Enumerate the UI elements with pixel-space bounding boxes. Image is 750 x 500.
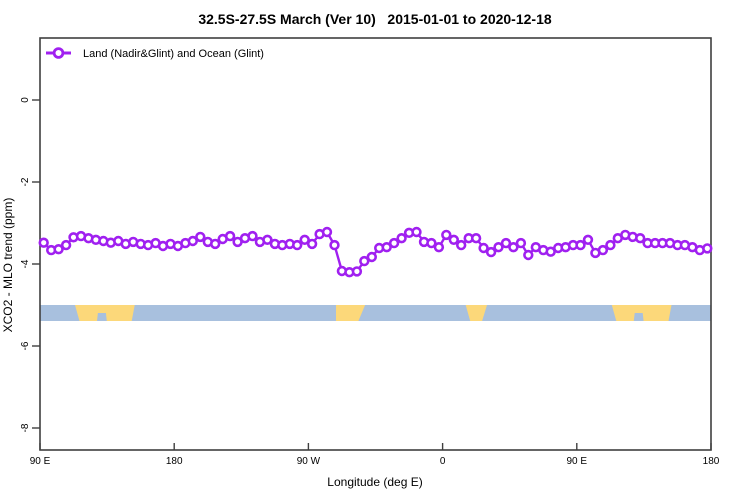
land-patch-australia-repeat: [611, 305, 672, 321]
data-point-marker: [396, 233, 407, 244]
x-tick-label: 0: [440, 456, 446, 467]
data-point-marker: [359, 255, 370, 267]
data-point-marker: [53, 244, 64, 255]
series-line: [42, 230, 708, 274]
data-point-marker: [262, 234, 273, 246]
data-point-marker: [426, 237, 437, 249]
data-point-marker: [441, 229, 452, 241]
data-point-marker: [321, 226, 333, 238]
data-point-marker: [292, 239, 303, 251]
data-point-marker: [247, 230, 258, 242]
data-point-marker: [448, 234, 459, 246]
series-land-ocean: [38, 226, 713, 278]
axis-ticks: 90 E 180 90 W 0 90 E 180 0 -2 -4 -6 -8: [20, 97, 720, 467]
land-ocean-band: [40, 305, 711, 321]
data-point-marker: [702, 243, 713, 254]
data-point-marker: [306, 238, 318, 250]
data-point-marker: [597, 244, 609, 256]
land-patch-australia: [75, 305, 135, 321]
x-tick-label: 180: [703, 456, 720, 467]
land-patch-southern-africa: [465, 305, 487, 321]
x-tick-label: 90 E: [567, 456, 588, 467]
y-tick-label: 0: [20, 97, 31, 103]
data-point-marker: [582, 234, 594, 246]
data-point-marker: [38, 237, 49, 248]
data-point-marker: [381, 242, 392, 253]
data-point-marker: [605, 239, 616, 251]
data-point-marker: [366, 251, 377, 263]
x-tick-label: 90 W: [297, 456, 321, 467]
x-axis-label: Longitude (deg E): [327, 475, 423, 489]
land-patch-south-america: [336, 305, 366, 321]
data-point-marker: [329, 239, 340, 251]
y-tick-label: -2: [20, 177, 31, 186]
data-point-marker: [195, 231, 206, 243]
data-point-marker: [500, 237, 512, 249]
data-point-marker: [433, 242, 445, 253]
data-point-marker: [456, 239, 467, 251]
data-point-marker: [60, 239, 72, 251]
ocean-strip: [40, 305, 711, 321]
data-point-marker: [470, 233, 482, 244]
data-point-marker: [523, 249, 534, 261]
y-tick-label: -8: [20, 423, 31, 432]
data-point-marker: [299, 234, 310, 246]
data-point-marker: [388, 237, 400, 249]
y-tick-label: -4: [20, 259, 31, 268]
chart-title: 32.5S-27.5S March (Ver 10) 2015-01-01 to…: [198, 11, 552, 27]
legend-marker-icon: [52, 47, 65, 59]
data-point-marker: [411, 226, 422, 238]
data-point-marker: [485, 246, 497, 258]
x-tick-label: 180: [166, 456, 183, 467]
data-point-marker: [224, 230, 236, 242]
legend: Land (Nadir&Glint) and Ocean (Glint): [46, 47, 264, 60]
x-tick-label: 90 E: [30, 456, 51, 467]
legend-label: Land (Nadir&Glint) and Ocean (Glint): [83, 48, 264, 60]
data-point-marker: [210, 238, 221, 250]
data-point-marker: [187, 235, 199, 247]
data-point-marker: [634, 233, 646, 244]
data-point-marker: [351, 266, 363, 277]
data-point-marker: [515, 237, 527, 249]
data-point-marker: [508, 242, 519, 253]
data-point-marker: [575, 239, 586, 251]
data-point-marker: [478, 242, 489, 254]
data-point-marker: [493, 242, 504, 253]
y-tick-label: -6: [20, 341, 31, 350]
